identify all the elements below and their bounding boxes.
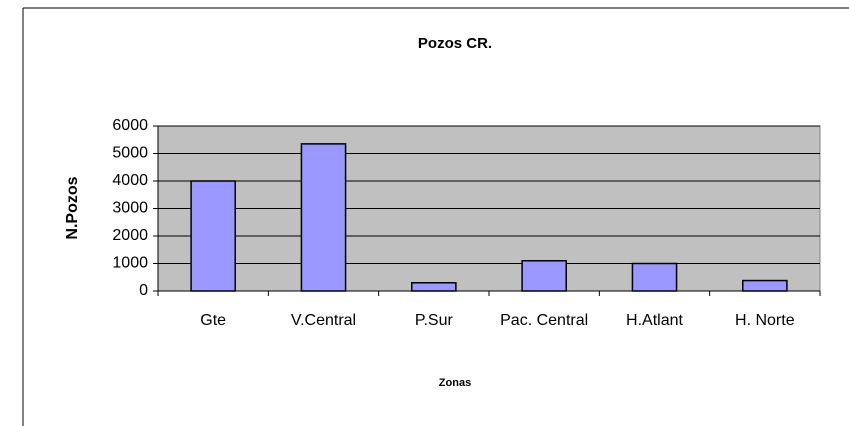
y-tick-label: 5000 [112,145,148,162]
y-tick-label: 0 [139,282,148,299]
y-axis-title: N.Pozos [64,176,81,239]
y-tick-label: 3000 [112,200,148,217]
x-tick-label: H. Norte [735,312,795,329]
bar [631,262,678,292]
y-tick-label: 2000 [112,227,148,244]
chart-title: Pozos CR. [418,35,492,52]
bar [190,180,236,292]
y-tick-label: 4000 [112,172,148,189]
x-tick-label: Gte [200,312,227,329]
bar [521,260,567,292]
x-tick-label: H.Atlant [626,312,683,329]
x-axis-title: Zonas [439,377,471,389]
x-tick-label: Pac. Central [500,312,589,329]
bar [300,143,347,292]
bar [411,282,457,292]
x-tick-label: P.Sur [414,312,453,329]
y-tick-label: 6000 [112,117,148,134]
y-tick-label: 1000 [112,255,148,272]
x-tick-label: V.Central [290,312,357,329]
bar [742,279,788,292]
